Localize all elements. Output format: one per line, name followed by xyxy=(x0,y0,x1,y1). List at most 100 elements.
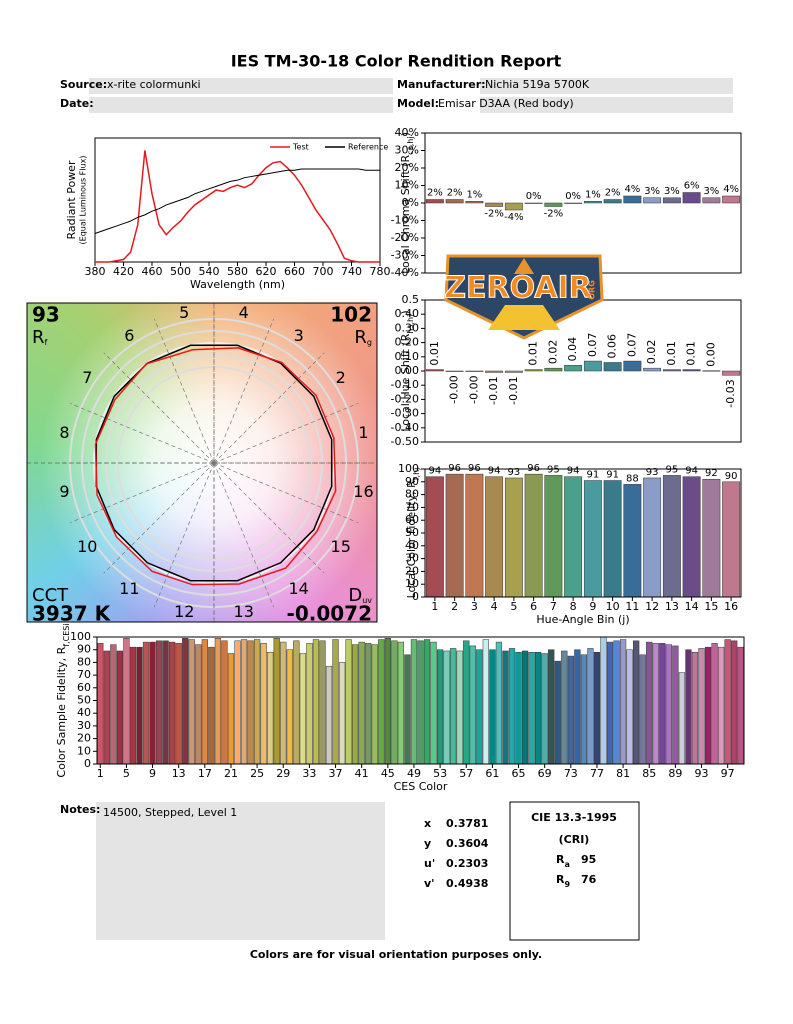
metric-value: 0.2303 xyxy=(446,857,488,870)
x-tick-label: 37 xyxy=(329,767,343,780)
bar xyxy=(678,672,686,765)
field-box xyxy=(480,97,733,113)
data-label: 94 xyxy=(429,466,442,477)
bin-divider xyxy=(213,462,359,524)
duv-label: Duv xyxy=(348,585,372,606)
bar xyxy=(619,639,627,765)
logo-icon xyxy=(514,258,534,274)
bar xyxy=(319,640,326,765)
bar xyxy=(485,202,504,207)
bar xyxy=(371,644,378,765)
rf-label-part: f xyxy=(45,338,48,347)
bar xyxy=(110,644,117,765)
y-tick-label: -0.50 xyxy=(391,435,419,448)
field-value: Emisar D3AA (Red body) xyxy=(438,97,574,110)
bin-divider xyxy=(153,462,215,608)
data-label: -4% xyxy=(504,212,523,223)
bin-divider xyxy=(103,462,215,574)
hue-bin-label: 8 xyxy=(59,423,69,442)
data-label: 4% xyxy=(723,184,739,195)
bar xyxy=(97,643,104,765)
y-tick-label: 0.20 xyxy=(395,336,420,349)
x-tick-label: 580 xyxy=(227,265,248,278)
x-axis-label: CES Color xyxy=(394,780,448,793)
bar xyxy=(423,639,431,765)
bar xyxy=(613,640,620,765)
bar xyxy=(286,649,293,765)
hue-bin-label: 1 xyxy=(358,423,368,442)
bar xyxy=(561,650,568,765)
logo-shield xyxy=(444,254,604,340)
bar xyxy=(544,202,563,207)
bar xyxy=(691,651,699,765)
bar xyxy=(702,478,721,598)
x-tick-label: 11 xyxy=(625,600,639,613)
bar xyxy=(535,651,542,765)
rg-label: Rg xyxy=(354,327,372,348)
hue-bin-label: 12 xyxy=(174,602,194,621)
cri-value: 95 xyxy=(581,853,596,866)
bar xyxy=(345,639,352,765)
data-label: -0.01 xyxy=(507,376,520,404)
x-tick-label: 9 xyxy=(149,767,156,780)
x-tick-label: 13 xyxy=(665,600,679,613)
bar xyxy=(352,644,359,765)
y-tick-label: 10% xyxy=(395,179,419,192)
hue-bin-label: 2 xyxy=(336,368,346,387)
bar xyxy=(643,367,662,372)
bar xyxy=(465,473,484,598)
bar xyxy=(485,476,504,598)
bar xyxy=(567,655,574,765)
x-tick-label: 740 xyxy=(341,265,362,278)
bar xyxy=(365,643,372,765)
duv-label-part: uv xyxy=(362,596,372,605)
field-value: x-rite colormunki xyxy=(107,78,201,91)
data-label: 3% xyxy=(644,186,660,197)
bar xyxy=(702,370,721,372)
y-tick-label: 80 xyxy=(77,655,91,668)
bar xyxy=(195,644,202,765)
bar xyxy=(465,201,484,204)
data-label: 94 xyxy=(685,466,698,477)
field-box xyxy=(480,78,733,94)
bar xyxy=(564,476,583,598)
field-label: Date: xyxy=(60,97,94,110)
y-axis-label-part: ) xyxy=(399,132,412,136)
data-label: -2% xyxy=(484,209,503,220)
x-tick-label: 89 xyxy=(668,767,682,780)
bar xyxy=(524,369,543,372)
y-tick-label: 0.00 xyxy=(395,364,420,377)
y-tick-label: -20% xyxy=(391,231,419,244)
bar xyxy=(221,640,228,765)
bar xyxy=(521,650,529,765)
x-tick-label: 4 xyxy=(491,600,498,613)
x-tick-label: 460 xyxy=(142,265,163,278)
x-tick-label: 73 xyxy=(564,767,578,780)
y-tick-label: 40 xyxy=(405,539,419,552)
data-label: 94 xyxy=(488,466,501,477)
title: IES TM-30-18 Color Rendition Report xyxy=(231,52,562,71)
bar xyxy=(489,649,496,765)
bar xyxy=(293,640,300,765)
bar xyxy=(404,654,411,765)
hue-bin-label: 16 xyxy=(353,482,373,501)
bar xyxy=(623,360,642,372)
hue-bin-label: 9 xyxy=(59,482,69,501)
bar xyxy=(436,649,444,765)
x-tick-label: 57 xyxy=(459,767,473,780)
bar xyxy=(665,644,672,765)
y-axis-label-part: cs,hj xyxy=(406,136,415,154)
y-axis-label: Color Sample Fidelity, Rf,CESi xyxy=(55,623,71,777)
cri-label-part: R xyxy=(556,853,565,866)
y-tick-label: 80 xyxy=(405,488,419,501)
data-label: 94 xyxy=(567,466,580,477)
x-tick-label: 780 xyxy=(370,265,391,278)
bar xyxy=(325,665,333,765)
bar xyxy=(201,639,208,765)
bin-divider xyxy=(213,318,275,464)
cct-value: 3937 K xyxy=(32,602,112,626)
bar xyxy=(234,640,241,765)
notes-label: Notes: xyxy=(60,803,100,816)
y-axis-label-part: ) xyxy=(399,310,412,314)
